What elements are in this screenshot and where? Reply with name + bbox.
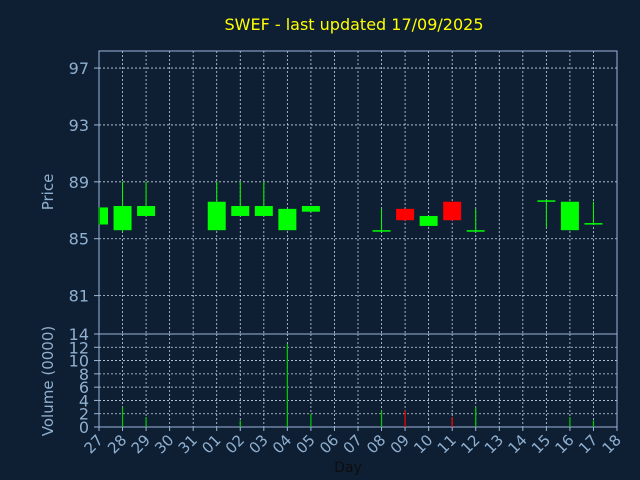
price-axis-label: Price (39, 174, 57, 211)
volume-tick-label: 6 (79, 378, 89, 397)
price-panel: 81 85 89 93 97 (69, 50, 618, 335)
candle (254, 181, 273, 216)
candle (372, 208, 391, 232)
candle-body (113, 206, 132, 231)
volume-tick-label: 2 (79, 405, 89, 424)
candle-body (396, 208, 415, 221)
day-tick-label: 08 (363, 431, 389, 457)
price-tick-label: 85 (69, 230, 89, 249)
candle (113, 181, 132, 232)
day-tick-label: 29 (128, 431, 154, 457)
volume-tick-label: 4 (79, 391, 89, 410)
volume-tick-label: 8 (79, 365, 89, 384)
day-tick-label: 03 (245, 431, 271, 457)
volume-axis-label: Volume (0000) (39, 326, 57, 436)
day-tick-label: 09 (387, 431, 413, 457)
day-tick-label: 16 (552, 431, 578, 457)
candle (301, 206, 320, 212)
candle (560, 201, 579, 231)
volume-tick-label: 0 (79, 418, 89, 437)
day-tick-label: 13 (481, 431, 507, 457)
day-tick-label: 01 (198, 431, 224, 457)
chart-title: SWEF - last updated 17/09/2025 (224, 15, 483, 34)
candle (419, 215, 438, 226)
candle-body (537, 200, 556, 202)
day-tick-label: 31 (175, 431, 201, 457)
volume-tick-label: 12 (69, 338, 89, 357)
candle-body (254, 206, 273, 216)
candle-body (137, 206, 156, 216)
price-tick-label: 93 (69, 116, 89, 135)
day-tick-label: 14 (504, 431, 530, 457)
day-tick-label: 05 (293, 431, 319, 457)
candle-body (207, 201, 226, 231)
candle (278, 208, 297, 231)
candle (98, 207, 108, 225)
volume-tick-label: 14 (69, 325, 89, 344)
day-tick-label: 04 (269, 431, 295, 457)
day-tick-label: 15 (528, 431, 554, 457)
day-tick-label: 07 (340, 431, 366, 457)
candle (443, 201, 462, 221)
candle (207, 181, 226, 231)
candle (537, 200, 556, 228)
candle-body (278, 208, 297, 231)
candle (466, 208, 485, 232)
volume-tick-label: 10 (69, 352, 89, 371)
candle (231, 181, 250, 216)
day-tick-label: 28 (104, 431, 130, 457)
day-tick-label: 30 (151, 431, 177, 457)
price-tick-label: 97 (69, 59, 89, 78)
candle-body (301, 206, 320, 212)
candle (137, 181, 156, 216)
candle-body (584, 223, 603, 225)
candle-body (443, 201, 462, 221)
day-tick-label: 11 (434, 431, 460, 457)
x-axis-label: Day (334, 460, 362, 476)
candle-body (419, 215, 438, 226)
day-tick-label: 18 (599, 431, 625, 457)
day-tick-label: 06 (316, 431, 342, 457)
day-tick-label: 02 (222, 431, 248, 457)
price-tick-label: 81 (69, 287, 89, 306)
candle (396, 208, 415, 221)
price-tick-label: 89 (69, 173, 89, 192)
candle (584, 201, 603, 225)
candle-body (466, 230, 485, 232)
candle-body (231, 206, 250, 216)
x-axis-ticks: 2728293031010203040506070809101112131415… (81, 427, 625, 457)
candle-body (100, 207, 108, 225)
candle-body (372, 230, 391, 232)
day-tick-label: 12 (457, 431, 483, 457)
candle-body (560, 201, 579, 231)
day-tick-label: 17 (575, 431, 601, 457)
day-tick-label: 10 (410, 431, 436, 457)
